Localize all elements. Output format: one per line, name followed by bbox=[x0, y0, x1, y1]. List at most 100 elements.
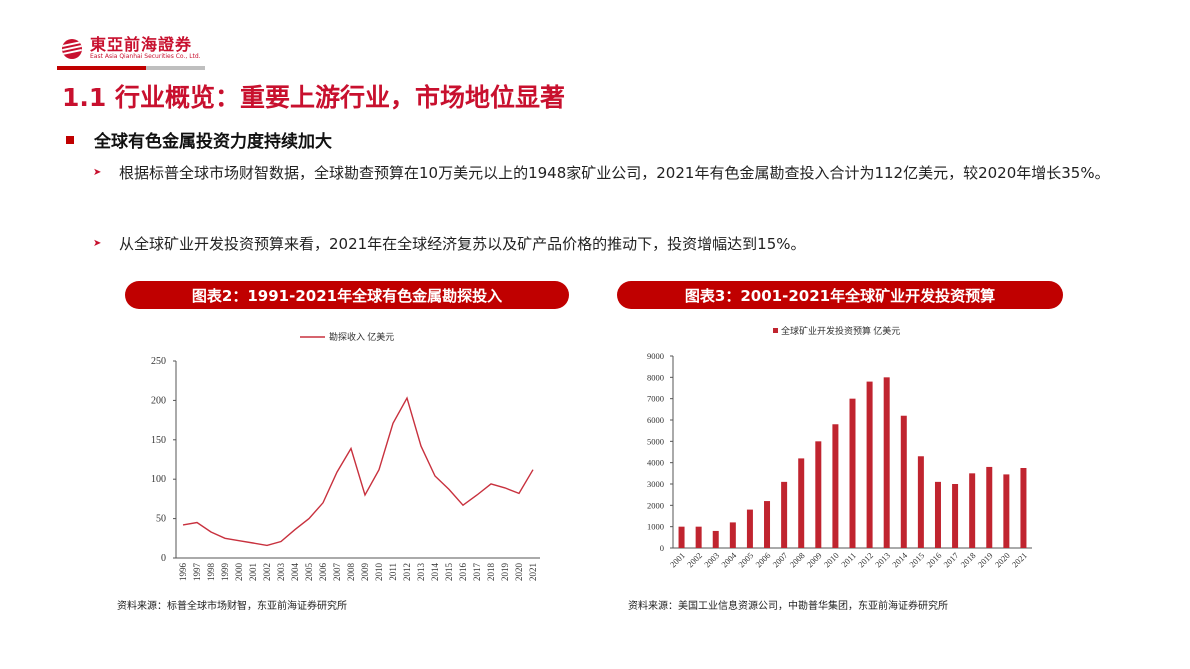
bar bbox=[815, 441, 822, 548]
bar bbox=[866, 381, 873, 548]
y-tick-label: 1000 bbox=[647, 522, 664, 532]
bar bbox=[986, 466, 993, 548]
bar bbox=[712, 530, 719, 548]
bar bbox=[678, 526, 685, 548]
y-tick-label: 9000 bbox=[647, 351, 664, 361]
x-tick-label: 2009 bbox=[360, 563, 370, 582]
bar bbox=[781, 481, 788, 548]
x-tick-label: 2010 bbox=[374, 563, 384, 582]
x-tick-label: 2000 bbox=[234, 563, 244, 582]
line-chart-exploration: 勘探收入 亿美元 0 50 100 150 200 250 1996 1997 1998 1999 2… bbox=[151, 331, 540, 582]
y-tick-label: 150 bbox=[151, 435, 166, 446]
y-tick-label: 5000 bbox=[647, 436, 664, 446]
bullet-item: ➤ 从全球矿业开发投资预算来看，2021年在全球经济复苏以及矿产品价格的推动下，… bbox=[93, 229, 1119, 259]
y-tick-label: 0 bbox=[660, 543, 664, 553]
legend-label: 全球矿业开发投资预算 亿美元 bbox=[781, 325, 900, 336]
x-tick-label: 2016 bbox=[458, 563, 468, 582]
bar bbox=[746, 509, 753, 548]
x-tick-label: 2008 bbox=[346, 563, 356, 582]
bar bbox=[764, 501, 771, 548]
y-tick-label: 200 bbox=[151, 395, 166, 406]
x-tick-label: 2001 bbox=[668, 550, 687, 569]
x-tick-label: 2012 bbox=[402, 563, 412, 581]
x-tick-label: 2006 bbox=[318, 563, 328, 582]
page-title: 1.1 行业概览：重要上游行业，市场地位显著 bbox=[62, 83, 565, 112]
y-tick-label: 6000 bbox=[647, 415, 664, 425]
x-tick-label: 2020 bbox=[993, 550, 1012, 569]
x-tick-label: 2003 bbox=[276, 563, 286, 582]
x-tick-label: 1996 bbox=[178, 563, 188, 582]
bar bbox=[969, 473, 976, 548]
x-tick-label: 2015 bbox=[444, 563, 454, 582]
bar-chart-development: 全球矿业开发投资预算 亿美元 0 1000 2000 3000 4000 5000 6000 7… bbox=[647, 325, 1032, 570]
x-tick-label: 2011 bbox=[388, 563, 398, 581]
x-tick-label: 2011 bbox=[839, 550, 858, 569]
section-heading: 全球有色金属投资力度持续加大 bbox=[66, 127, 332, 152]
header-accent-bar bbox=[57, 66, 205, 70]
x-tick-label: 2003 bbox=[702, 550, 721, 569]
x-tick-label: 2015 bbox=[907, 550, 926, 569]
x-tick-label: 2016 bbox=[924, 550, 943, 569]
bar bbox=[883, 377, 890, 548]
bar bbox=[917, 456, 924, 548]
arrow-bullet-icon: ➤ bbox=[93, 167, 102, 178]
x-tick-label: 2007 bbox=[770, 550, 789, 569]
logo-name-cn: 東亞前海證券 bbox=[90, 35, 193, 54]
bar bbox=[1003, 474, 1010, 548]
x-tick-label: 1999 bbox=[220, 563, 230, 582]
bar bbox=[952, 484, 959, 548]
bar bbox=[729, 522, 736, 548]
x-tick-label: 2001 bbox=[248, 563, 258, 581]
bar bbox=[832, 424, 839, 548]
company-logo: 東亞前海證券 East Asia Qianhai Securities Co.,… bbox=[62, 36, 201, 61]
x-tick-label: 2010 bbox=[822, 550, 841, 569]
x-tick-label: 2002 bbox=[685, 550, 704, 569]
y-tick-label: 0 bbox=[161, 553, 166, 564]
x-tick-label: 2021 bbox=[528, 563, 538, 581]
legend-swatch-icon bbox=[773, 328, 778, 333]
x-tick-label: 2019 bbox=[976, 550, 995, 569]
source-note: 资料来源：标普全球市场财智，东亚前海证券研究所 bbox=[117, 601, 347, 612]
x-tick-label: 2012 bbox=[856, 550, 875, 569]
bar bbox=[849, 398, 856, 548]
arrow-bullet-icon: ➤ bbox=[93, 238, 102, 249]
x-tick-label: 2007 bbox=[332, 563, 342, 582]
y-tick-label: 2000 bbox=[647, 500, 664, 510]
chart-title-exploration: 图表2：1991-2021年全球有色金属勘探投入 bbox=[125, 281, 569, 309]
x-tick-label: 2021 bbox=[1010, 550, 1029, 569]
x-tick-label: 2002 bbox=[262, 563, 272, 581]
x-tick-label: 2017 bbox=[941, 550, 960, 569]
x-tick-label: 2020 bbox=[514, 563, 524, 582]
source-note: 资料来源：美国工业信息资源公司，中勘普华集团，东亚前海证券研究所 bbox=[628, 601, 948, 612]
chart-title-development: 图表3：2001-2021年全球矿业开发投资预算 bbox=[617, 281, 1063, 309]
logo-name-en: East Asia Qianhai Securities Co., Ltd. bbox=[90, 53, 201, 60]
bar bbox=[798, 458, 805, 548]
y-tick-label: 250 bbox=[151, 356, 166, 367]
x-tick-label: 2014 bbox=[890, 550, 910, 570]
x-tick-label: 2013 bbox=[416, 563, 426, 582]
x-tick-label: 1998 bbox=[206, 563, 216, 582]
x-tick-label: 1997 bbox=[192, 563, 202, 582]
x-tick-label: 2017 bbox=[472, 563, 482, 582]
x-tick-label: 2006 bbox=[753, 550, 772, 569]
logo-globe-icon bbox=[62, 38, 82, 59]
x-tick-label: 2018 bbox=[486, 563, 496, 582]
bullet-text: 根据标普全球市场财智数据，全球勘查预算在10万美元以上的1948家矿业公司，20… bbox=[119, 164, 1110, 182]
x-tick-label: 2009 bbox=[805, 550, 824, 569]
x-tick-label: 2005 bbox=[304, 563, 314, 582]
square-bullet-icon bbox=[66, 135, 74, 144]
x-tick-label: 2013 bbox=[873, 550, 892, 569]
series-line bbox=[182, 396, 534, 547]
x-tick-label: 2004 bbox=[719, 550, 739, 570]
y-tick-label: 3000 bbox=[647, 479, 664, 489]
y-tick-label: 50 bbox=[156, 514, 166, 525]
bar bbox=[900, 415, 907, 548]
y-tick-label: 8000 bbox=[647, 372, 664, 382]
y-tick-label: 7000 bbox=[647, 394, 664, 404]
y-tick-label: 100 bbox=[151, 474, 166, 485]
x-tick-label: 2005 bbox=[736, 550, 755, 569]
y-tick-label: 4000 bbox=[647, 458, 664, 468]
x-tick-label: 2008 bbox=[788, 550, 807, 569]
bullet-text: 从全球矿业开发投资预算来看，2021年在全球经济复苏以及矿产品价格的推动下，投资… bbox=[119, 235, 806, 253]
bar bbox=[934, 481, 941, 548]
